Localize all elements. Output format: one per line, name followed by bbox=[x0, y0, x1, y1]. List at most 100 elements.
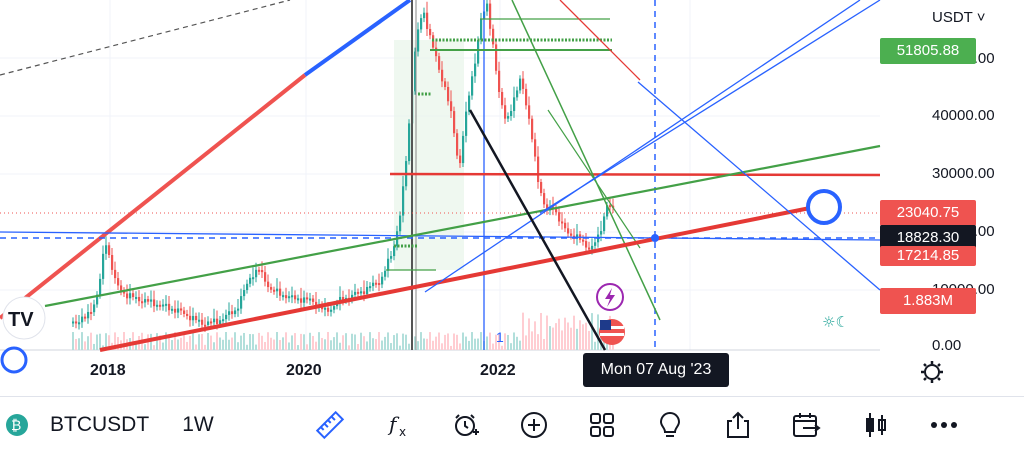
alert-icon[interactable] bbox=[446, 397, 486, 453]
candle-body bbox=[594, 242, 597, 246]
candle-body bbox=[117, 278, 120, 286]
volume-bar bbox=[261, 335, 263, 350]
volume-bar bbox=[132, 332, 134, 350]
volume-bar bbox=[318, 332, 320, 350]
volume-bar bbox=[459, 343, 461, 350]
volume-bar bbox=[408, 343, 410, 350]
candle-body bbox=[336, 303, 339, 307]
volume-bar bbox=[390, 343, 392, 350]
candle-body bbox=[201, 319, 204, 325]
blue-down-line[interactable] bbox=[637, 81, 881, 291]
layout-grid-icon[interactable] bbox=[582, 397, 622, 453]
candle-body bbox=[312, 298, 315, 302]
candle-body bbox=[75, 321, 78, 324]
volume-bar bbox=[561, 330, 563, 350]
volume-bar bbox=[345, 333, 347, 350]
share-icon[interactable] bbox=[718, 397, 758, 453]
candle-body bbox=[288, 296, 291, 299]
volume-bar bbox=[387, 332, 389, 350]
red-ray-line[interactable] bbox=[0, 73, 307, 320]
volume-bar bbox=[438, 332, 440, 350]
volume-tag: 1.883M bbox=[880, 288, 976, 314]
candlesticks bbox=[72, 0, 615, 333]
blue-up-line-2[interactable] bbox=[539, 0, 881, 214]
volume-bar bbox=[369, 332, 371, 350]
volume-bar bbox=[573, 315, 575, 350]
volume-bar bbox=[195, 344, 197, 350]
volume-bar bbox=[321, 337, 323, 350]
volume-bar bbox=[360, 332, 362, 350]
candle-body bbox=[441, 69, 444, 82]
currency-selector[interactable]: USDT ˅ bbox=[932, 9, 986, 26]
blue-ray-segment[interactable] bbox=[303, 0, 412, 77]
candle-body bbox=[378, 283, 381, 286]
green-down-line[interactable] bbox=[511, 0, 661, 321]
candle-body bbox=[165, 303, 168, 306]
candle-body bbox=[330, 309, 333, 312]
candle-body bbox=[273, 289, 276, 292]
green-trend-line[interactable] bbox=[44, 144, 881, 308]
volume-bar bbox=[72, 332, 74, 350]
volume-bar bbox=[537, 334, 539, 350]
settings-icon[interactable] bbox=[921, 361, 943, 383]
candle-body bbox=[456, 133, 459, 156]
price-label-40000: 40000.00 bbox=[932, 107, 995, 124]
candle-body bbox=[444, 81, 447, 87]
volume-bar bbox=[162, 342, 164, 350]
candle-body bbox=[81, 316, 84, 323]
volume-bar bbox=[186, 341, 188, 350]
candle-body bbox=[462, 135, 465, 164]
candle-body bbox=[438, 56, 441, 70]
candle-body bbox=[477, 39, 480, 64]
candle-body bbox=[591, 245, 594, 250]
candles-chart-type-icon[interactable] bbox=[856, 397, 896, 453]
compare-calendar-icon[interactable] bbox=[786, 397, 826, 453]
volume-bar bbox=[531, 331, 533, 350]
add-icon[interactable] bbox=[514, 397, 554, 453]
drawing-anchor-handle[interactable] bbox=[806, 189, 842, 225]
symbol-name[interactable]: BTCUSDT bbox=[50, 413, 150, 436]
candle-body bbox=[255, 269, 258, 278]
interval-button[interactable]: 1W bbox=[182, 413, 214, 436]
candle-body bbox=[177, 308, 180, 313]
volume-bar bbox=[429, 332, 431, 350]
more-options-icon[interactable] bbox=[924, 397, 964, 453]
dashed-trend-line bbox=[0, 0, 291, 76]
volume-bar bbox=[597, 314, 599, 350]
red-resistance-line[interactable] bbox=[389, 172, 881, 177]
volume-bar bbox=[420, 332, 422, 350]
volume-bar bbox=[279, 340, 281, 350]
candle-body bbox=[525, 88, 528, 106]
volume-bar bbox=[354, 334, 356, 350]
candle-body bbox=[135, 296, 138, 299]
volume-bar bbox=[552, 327, 554, 350]
volume-bar bbox=[540, 312, 542, 350]
ideas-lightbulb-icon[interactable] bbox=[650, 397, 690, 453]
blue-horizontal-trend[interactable] bbox=[0, 231, 881, 241]
candle-body bbox=[270, 287, 273, 290]
black-trend-line[interactable] bbox=[468, 109, 607, 351]
green-target-lines[interactable] bbox=[394, 18, 612, 248]
candle-body bbox=[354, 291, 357, 295]
lightning-event-icon[interactable] bbox=[596, 283, 624, 311]
candle-body bbox=[87, 311, 90, 319]
red-down-line[interactable] bbox=[559, 0, 641, 81]
blue-up-line[interactable] bbox=[424, 0, 861, 293]
symbol-icon[interactable]: ₿ bbox=[4, 397, 30, 453]
candle-body bbox=[387, 258, 390, 271]
volume-bar bbox=[399, 345, 401, 350]
ruler-icon[interactable] bbox=[310, 397, 350, 453]
volume-bar bbox=[210, 335, 212, 350]
volume-bar bbox=[381, 340, 383, 350]
volume-bar bbox=[504, 333, 506, 350]
candle-body bbox=[282, 295, 285, 298]
session-icon[interactable]: ☼☾ bbox=[822, 313, 849, 331]
volume-bar bbox=[234, 332, 236, 350]
us-flag-event-icon[interactable] bbox=[599, 319, 625, 345]
red-support-line[interactable] bbox=[99, 206, 811, 352]
left-anchor-handle[interactable] bbox=[0, 346, 28, 374]
volume-bar bbox=[135, 341, 137, 350]
volume-bar bbox=[570, 327, 572, 350]
